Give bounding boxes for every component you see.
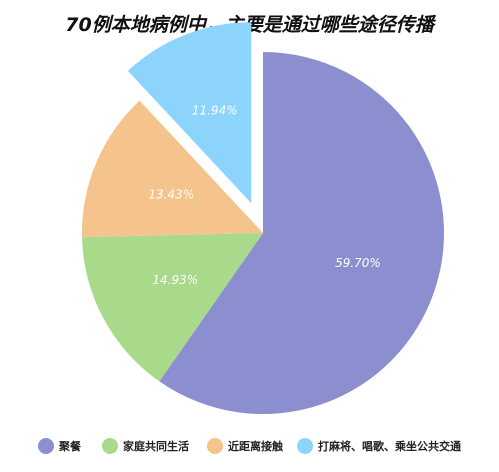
legend-swatch-mahjong-transit [297,438,313,454]
slice-close-contact-value-label: 13.43% [148,187,194,201]
chart-legend: 聚餐 家庭共同生活 近距离接触 打麻将、唱歌、乘坐公共交通 [0,432,499,460]
slice-mahjong-transit [127,22,252,204]
slice-dining [159,52,445,414]
legend-label-mahjong-transit: 打麻将、唱歌、乘坐公共交通 [318,440,461,453]
legend-swatch-family [102,438,118,454]
legend-swatch-dining [38,438,54,454]
slice-family-value-label: 14.93% [152,273,198,287]
slice-close-contact [82,100,263,238]
slice-mahjong-transit-value-label: 11.94% [192,104,238,118]
slice-dining-value-label: 59.70% [335,256,381,270]
legend-label-close-contact: 近距离接触 [228,440,283,453]
legend-swatch-close-contact [207,438,223,454]
legend-item-dining: 聚餐 [38,432,81,460]
legend-label-dining: 聚餐 [59,440,81,453]
legend-label-family: 家庭共同生活 [123,440,189,453]
legend-item-close-contact: 近距离接触 [207,432,283,460]
legend-item-mahjong-transit: 打麻将、唱歌、乘坐公共交通 [297,432,461,460]
slice-family [82,233,263,382]
legend-item-family: 家庭共同生活 [102,432,189,460]
